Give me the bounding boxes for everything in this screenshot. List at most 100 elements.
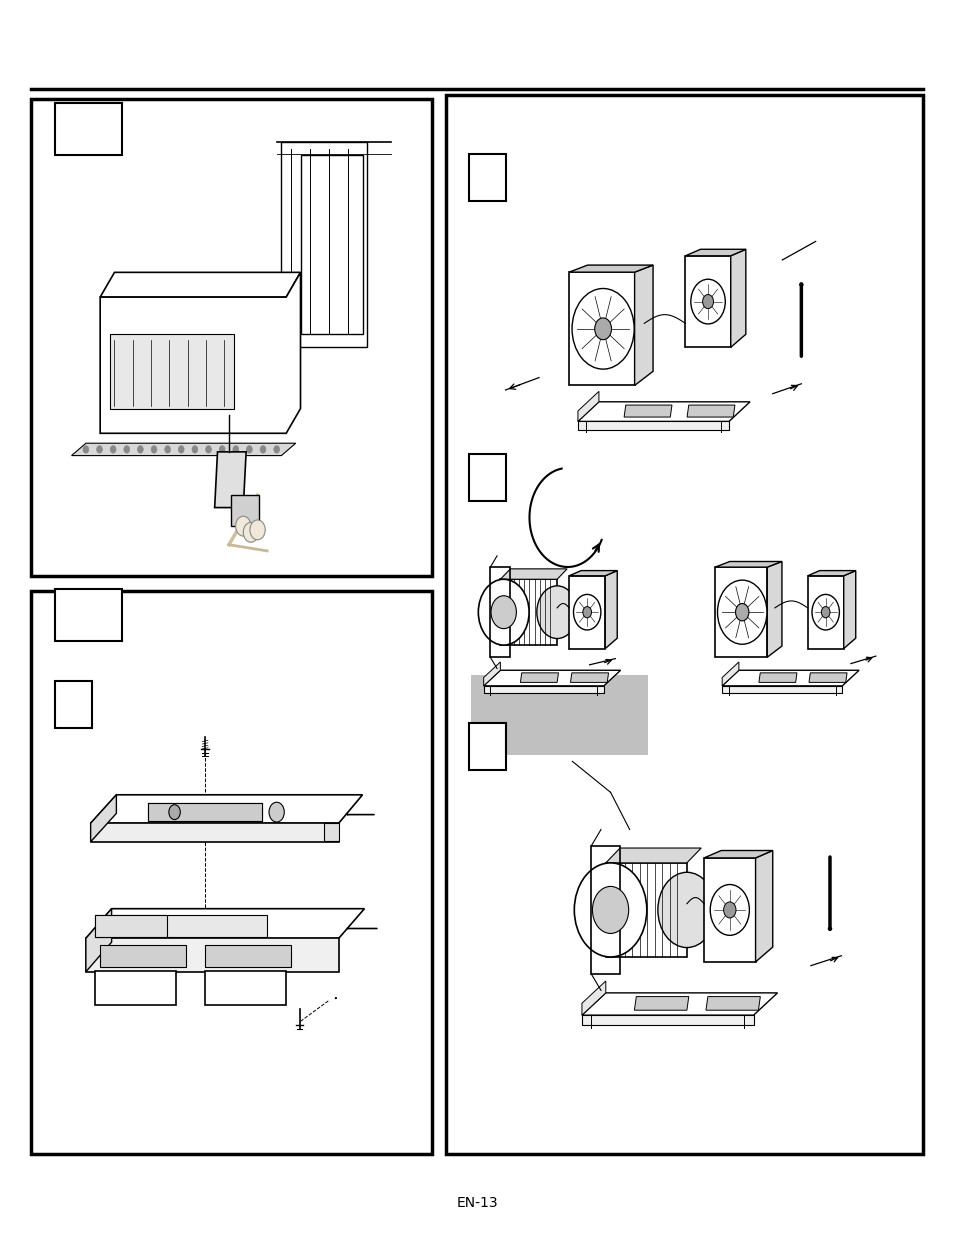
Circle shape — [219, 446, 225, 453]
Polygon shape — [842, 571, 855, 649]
Polygon shape — [570, 673, 608, 682]
Polygon shape — [721, 670, 858, 686]
Text: EN-13: EN-13 — [456, 1196, 497, 1211]
Polygon shape — [569, 272, 634, 385]
Polygon shape — [705, 997, 760, 1010]
Bar — [471, 675, 647, 755]
Polygon shape — [605, 863, 686, 957]
Polygon shape — [634, 997, 688, 1010]
Polygon shape — [483, 686, 603, 693]
Polygon shape — [755, 851, 772, 962]
Polygon shape — [100, 272, 300, 433]
Polygon shape — [91, 823, 338, 842]
Circle shape — [111, 446, 116, 453]
Circle shape — [821, 607, 829, 618]
Circle shape — [137, 446, 143, 453]
Polygon shape — [86, 909, 112, 972]
Bar — [281, 142, 367, 347]
Circle shape — [573, 594, 600, 630]
Circle shape — [592, 886, 628, 933]
Polygon shape — [703, 858, 755, 962]
Circle shape — [169, 805, 180, 820]
Circle shape — [537, 586, 577, 639]
Polygon shape — [91, 795, 116, 842]
Circle shape — [491, 595, 516, 629]
Bar — [469, 154, 505, 201]
Circle shape — [192, 446, 197, 453]
Circle shape — [260, 446, 266, 453]
Circle shape — [701, 295, 713, 308]
Polygon shape — [715, 562, 781, 567]
Polygon shape — [483, 662, 499, 686]
Polygon shape — [499, 569, 566, 579]
Polygon shape — [686, 405, 734, 417]
Bar — [300, 155, 362, 334]
Bar — [469, 723, 505, 770]
Circle shape — [83, 446, 89, 453]
Polygon shape — [86, 938, 338, 972]
Circle shape — [274, 446, 279, 453]
Polygon shape — [684, 249, 745, 256]
Circle shape — [165, 446, 171, 453]
Bar — [95, 915, 267, 937]
Polygon shape — [730, 249, 745, 348]
Circle shape — [709, 884, 749, 936]
Polygon shape — [578, 402, 749, 421]
Circle shape — [250, 520, 265, 540]
Polygon shape — [569, 571, 617, 576]
Bar — [55, 103, 122, 155]
Polygon shape — [214, 452, 246, 508]
Circle shape — [233, 446, 238, 453]
Circle shape — [717, 581, 766, 644]
Polygon shape — [581, 993, 777, 1015]
Circle shape — [690, 280, 724, 324]
Polygon shape — [569, 576, 604, 649]
Circle shape — [246, 446, 252, 453]
Circle shape — [735, 604, 748, 621]
Circle shape — [124, 446, 130, 453]
Polygon shape — [807, 576, 842, 649]
Circle shape — [235, 516, 251, 536]
Circle shape — [206, 446, 212, 453]
Bar — [148, 803, 262, 821]
Circle shape — [572, 288, 634, 369]
Polygon shape — [808, 673, 846, 682]
Polygon shape — [623, 405, 671, 417]
Polygon shape — [759, 673, 796, 682]
Bar — [469, 454, 505, 501]
Polygon shape — [483, 670, 619, 686]
Polygon shape — [721, 686, 841, 693]
Polygon shape — [569, 265, 653, 272]
Bar — [205, 971, 286, 1005]
Circle shape — [811, 594, 839, 630]
Circle shape — [269, 802, 284, 822]
Circle shape — [243, 522, 258, 542]
Circle shape — [658, 873, 715, 947]
Polygon shape — [91, 795, 362, 823]
Polygon shape — [581, 1015, 753, 1025]
Polygon shape — [578, 391, 598, 421]
Circle shape — [574, 863, 646, 957]
Polygon shape — [100, 272, 300, 297]
Polygon shape — [231, 495, 259, 526]
Bar — [110, 334, 233, 409]
Circle shape — [723, 903, 735, 917]
Polygon shape — [605, 848, 700, 863]
Polygon shape — [634, 265, 653, 385]
Polygon shape — [86, 909, 364, 938]
Circle shape — [594, 318, 611, 339]
Bar — [95, 915, 167, 937]
Bar — [205, 945, 291, 967]
Polygon shape — [520, 673, 558, 682]
Bar — [55, 589, 122, 641]
Circle shape — [582, 607, 591, 618]
Bar — [446, 95, 922, 1154]
Bar — [100, 945, 186, 967]
Polygon shape — [604, 571, 617, 649]
Circle shape — [178, 446, 184, 453]
Polygon shape — [766, 562, 781, 657]
Polygon shape — [499, 579, 557, 645]
Bar — [31, 99, 432, 576]
Circle shape — [151, 446, 156, 453]
Bar — [95, 971, 176, 1005]
